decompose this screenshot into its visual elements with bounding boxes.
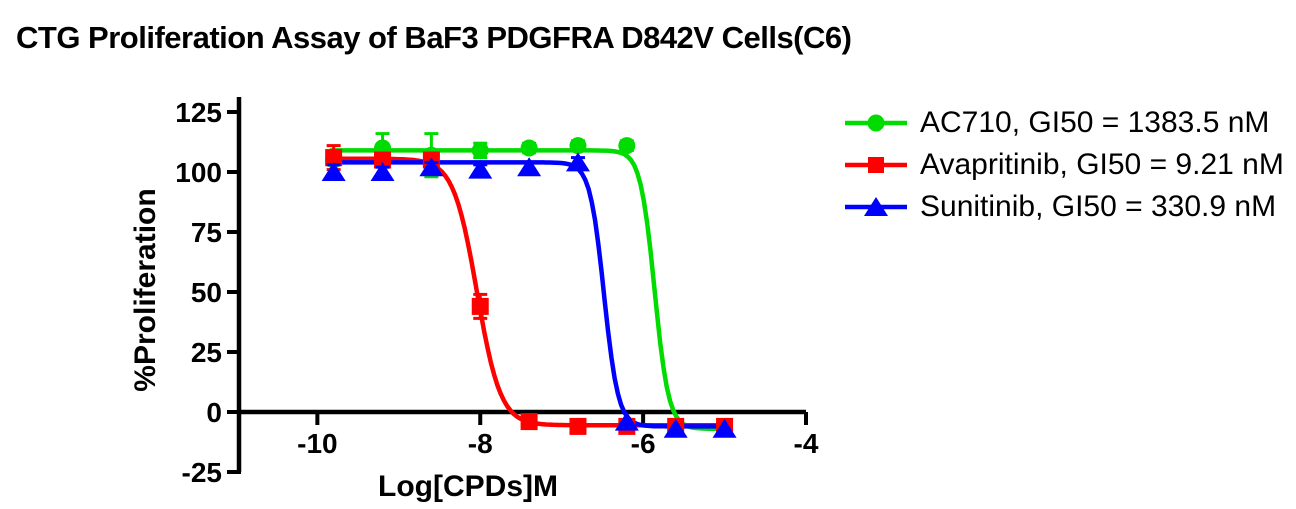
ac710-data-point <box>618 137 636 155</box>
y-axis-label: %Proliferation <box>129 188 162 392</box>
ac710-data-point <box>520 139 538 157</box>
legend-label-ac710: AC710, GI50 = 1383.5 nM <box>920 106 1270 139</box>
x-axis-label: Log[CPDs]M <box>378 470 558 503</box>
legend-marker-triangle-icon <box>845 197 907 216</box>
avapritinib-data-point <box>520 413 538 431</box>
x-tick-label: -10 <box>297 428 337 459</box>
ac710-data-point <box>471 141 489 159</box>
legend: AC710, GI50 = 1383.5 nM Avapritinib, GI5… <box>845 0 1295 240</box>
x-tick-label: -4 <box>794 428 819 459</box>
legend-row-ac710: AC710, GI50 = 1383.5 nM <box>845 105 1269 141</box>
sunitinib-data-point <box>712 418 737 438</box>
legend-row-avapritinib: Avapritinib, GI50 = 9.21 nM <box>845 147 1284 183</box>
avapritinib-data-point <box>569 417 587 435</box>
y-tick-label: 75 <box>191 217 222 248</box>
y-tick-label: 0 <box>206 397 222 428</box>
chart-title: CTG Proliferation Assay of BaF3 PDGFRA D… <box>16 20 852 55</box>
y-tick-label: -25 <box>182 457 222 488</box>
legend-label-sunitinib: Sunitinib, GI50 = 330.9 nM <box>920 190 1277 223</box>
sunitinib-data-point <box>370 162 395 181</box>
sunitinib-data-point <box>663 418 688 438</box>
ac710-data-point <box>569 137 587 155</box>
sunitinib-data-point <box>614 411 639 431</box>
y-tick-label: 50 <box>191 277 222 308</box>
y-tick-label: 25 <box>191 337 222 368</box>
ac710-fit-curve <box>328 148 728 432</box>
sunitinib-data-point <box>565 152 590 172</box>
sunitinib-data-point <box>419 157 444 177</box>
legend-marker-circle-icon <box>845 114 907 132</box>
sunitinib-data-point <box>517 157 542 177</box>
legend-row-sunitinib: Sunitinib, GI50 = 330.9 nM <box>845 189 1276 225</box>
y-tick-label: 100 <box>175 157 222 188</box>
sunitinib-data-point <box>321 162 346 181</box>
avapritinib-data-point <box>471 297 489 315</box>
y-tick-label: 125 <box>175 97 222 128</box>
legend-label-avapritinib: Avapritinib, GI50 = 9.21 nM <box>920 148 1284 181</box>
x-tick-label: -8 <box>468 428 493 459</box>
avapritinib-data-point <box>325 149 343 167</box>
avapritinib-data-point <box>374 151 392 169</box>
legend-marker-square-icon <box>845 157 907 173</box>
sunitinib-data-point <box>468 159 493 179</box>
